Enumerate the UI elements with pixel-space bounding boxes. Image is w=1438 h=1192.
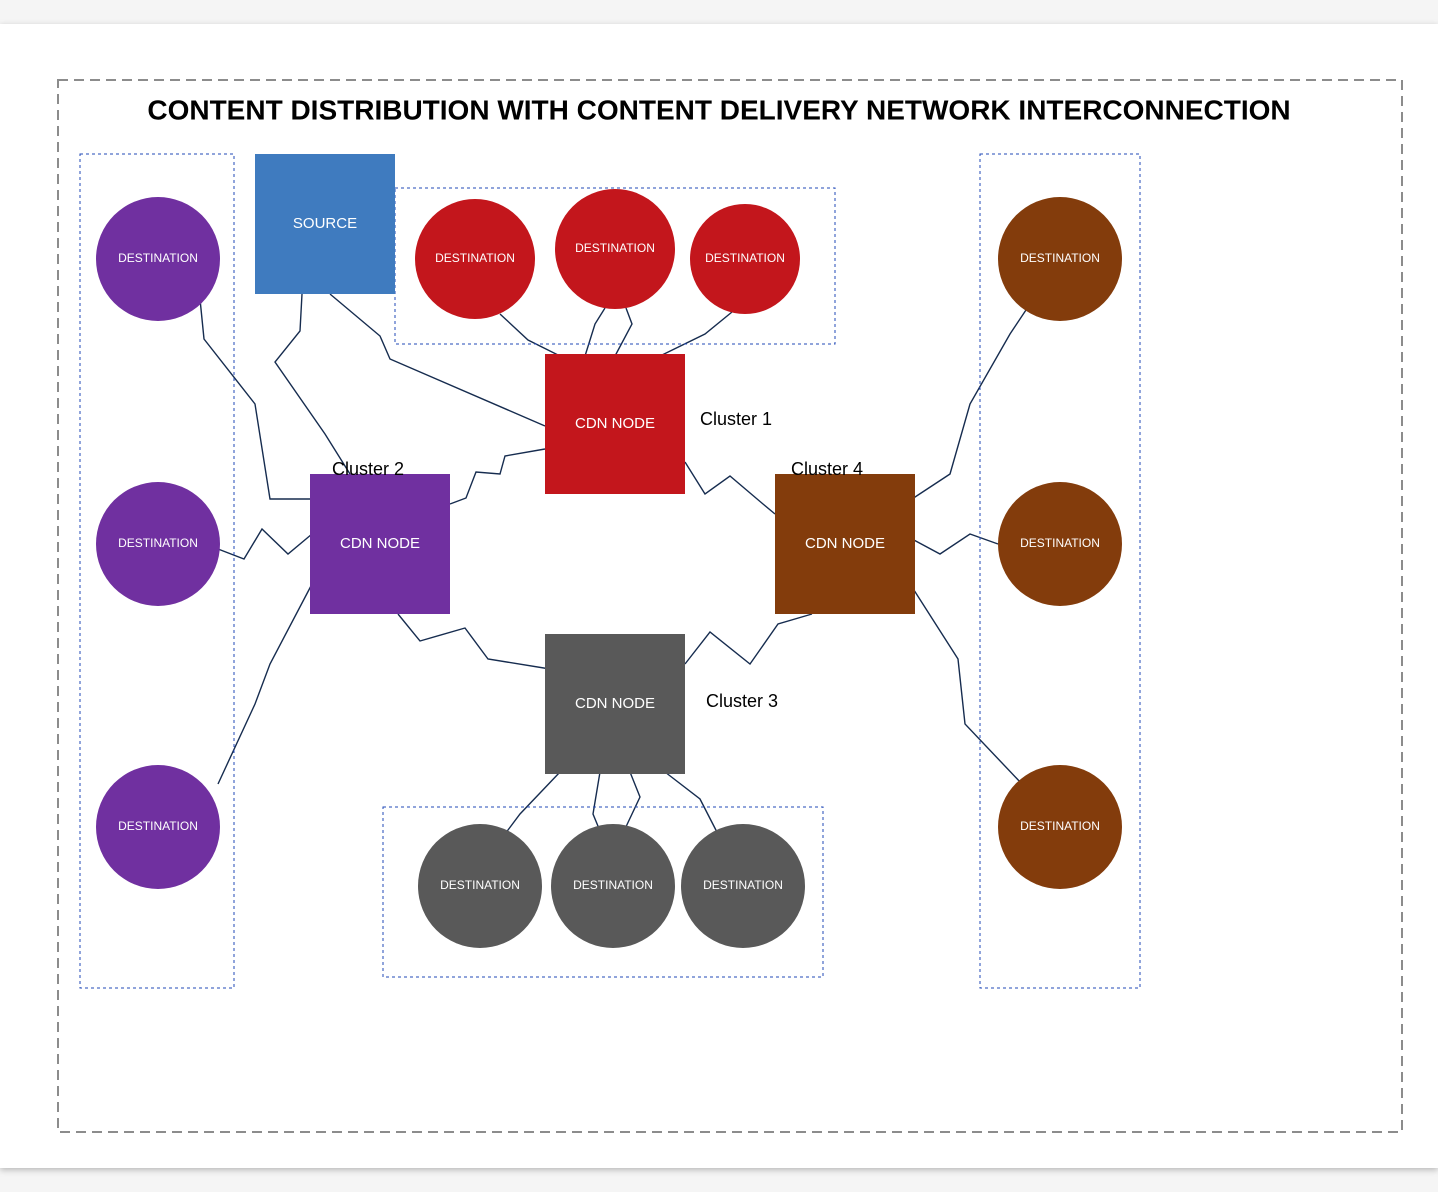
edge-c3_dg1 <box>505 772 560 834</box>
node-d_g3: DESTINATION <box>681 824 805 948</box>
node-d_b3: DESTINATION <box>998 765 1122 889</box>
edge-c3_c4 <box>685 614 812 664</box>
edge-c1_dr3 <box>660 312 732 356</box>
svg-text:DESTINATION: DESTINATION <box>118 819 198 833</box>
label-c4: Cluster 4 <box>791 459 863 479</box>
diagram-title: CONTENT DISTRIBUTION WITH CONTENT DELIVE… <box>147 94 1290 125</box>
node-source: SOURCE <box>255 154 395 294</box>
svg-text:DESTINATION: DESTINATION <box>440 878 520 892</box>
edge-c2_c3 <box>398 614 550 669</box>
svg-text:DESTINATION: DESTINATION <box>575 241 655 255</box>
svg-text:DESTINATION: DESTINATION <box>705 251 785 265</box>
edge-c4_db3 <box>912 587 1022 784</box>
node-d_b2: DESTINATION <box>998 482 1122 606</box>
svg-text:SOURCE: SOURCE <box>293 215 357 232</box>
diagram-svg: SOURCE CDN NODE CDN NODE CDN NODE CDN NODE DE… <box>0 24 1438 1168</box>
node-d_g1: DESTINATION <box>418 824 542 948</box>
edge-src_c1 <box>330 294 545 426</box>
node-cdn2: CDN NODE <box>310 474 450 614</box>
edge-c3_dg2a <box>593 772 600 831</box>
svg-text:CDN NODE: CDN NODE <box>805 535 885 552</box>
svg-text:DESTINATION: DESTINATION <box>703 878 783 892</box>
node-d_p3: DESTINATION <box>96 765 220 889</box>
edge-c1_dr1 <box>500 314 560 356</box>
edge-c1_dr2b <box>615 308 632 356</box>
node-d_g2: DESTINATION <box>551 824 675 948</box>
node-d_p1: DESTINATION <box>96 197 220 321</box>
edge-c2_dp3 <box>218 584 312 784</box>
label-c2: Cluster 2 <box>332 459 404 479</box>
svg-text:DESTINATION: DESTINATION <box>1020 536 1100 550</box>
edge-c4_db2 <box>912 534 998 554</box>
node-cdn1: CDN NODE <box>545 354 685 494</box>
node-cdn4: CDN NODE <box>775 474 915 614</box>
node-d_r2: DESTINATION <box>555 189 675 309</box>
svg-text:DESTINATION: DESTINATION <box>1020 819 1100 833</box>
svg-text:CDN NODE: CDN NODE <box>340 535 420 552</box>
edge-c2_dp1 <box>200 299 312 499</box>
nodes-layer: SOURCE CDN NODE CDN NODE CDN NODE CDN NODE DE… <box>96 154 1122 948</box>
label-c1: Cluster 1 <box>700 409 772 429</box>
edge-c1_dr2a <box>585 308 605 356</box>
edge-src_c2 <box>275 294 350 474</box>
label-c3: Cluster 3 <box>706 691 778 711</box>
svg-text:CDN NODE: CDN NODE <box>575 695 655 712</box>
edge-c1_c2 <box>450 449 545 504</box>
edge-c4_db1 <box>912 304 1030 499</box>
edge-c3_dg3 <box>665 772 720 838</box>
node-d_r3: DESTINATION <box>690 204 800 314</box>
svg-text:DESTINATION: DESTINATION <box>435 251 515 265</box>
svg-text:CDN NODE: CDN NODE <box>575 415 655 432</box>
edge-c3_dg2b <box>624 772 640 831</box>
node-d_b1: DESTINATION <box>998 197 1122 321</box>
node-cdn3: CDN NODE <box>545 634 685 774</box>
node-d_r1: DESTINATION <box>415 199 535 319</box>
diagram-canvas: SOURCE CDN NODE CDN NODE CDN NODE CDN NODE DE… <box>0 24 1438 1168</box>
edge-c2_dp2 <box>218 529 312 559</box>
svg-text:DESTINATION: DESTINATION <box>118 536 198 550</box>
node-d_p2: DESTINATION <box>96 482 220 606</box>
edge-c1_c4 <box>685 462 775 514</box>
svg-text:DESTINATION: DESTINATION <box>1020 251 1100 265</box>
svg-text:DESTINATION: DESTINATION <box>573 878 653 892</box>
svg-text:DESTINATION: DESTINATION <box>118 251 198 265</box>
